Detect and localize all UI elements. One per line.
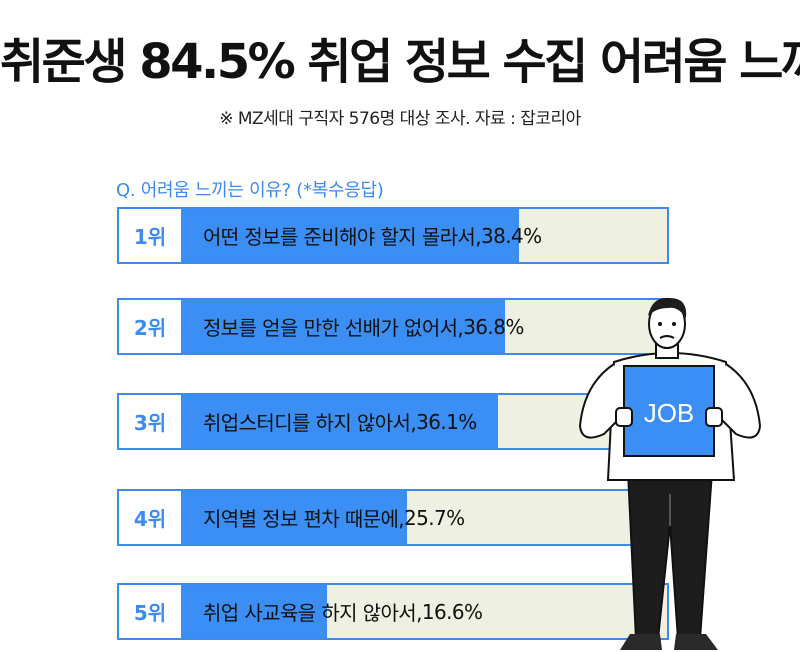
question-label: Q. 어려움 느끼는 이유? (*복수응답)	[116, 180, 384, 201]
page-title: 취준생 84.5% 취업 정보 수집 어려움 느껴	[0, 34, 800, 90]
rank-label: 3위	[119, 395, 181, 448]
value-label: 16.6%	[421, 599, 483, 624]
bar-label: 취업 사교육을 하지 않아서, 16.6%	[203, 585, 483, 638]
bar-label: 어떤 정보를 준비해야 할지 몰라서, 38.4%	[203, 209, 542, 262]
reason-text: 취업 사교육을 하지 않아서,	[203, 601, 422, 625]
bar	[181, 300, 505, 353]
rank-label: 4위	[119, 491, 181, 544]
bar-row: 1위 어떤 정보를 준비해야 할지 몰라서, 38.4%	[117, 207, 669, 264]
bar	[181, 585, 327, 638]
bar-label: 취업스터디를 하지 않아서, 36.1%	[203, 395, 477, 448]
bar	[181, 491, 407, 544]
bar	[181, 209, 519, 262]
bar-row: 3위 취업스터디를 하지 않아서, 36.1%	[117, 393, 669, 450]
bar-label: 정보를 얻을 만한 선배가 없어서, 36.8%	[203, 300, 524, 353]
page-subtitle: ※ MZ세대 구직자 576명 대상 조사. 자료 : 잡코리아	[219, 109, 581, 129]
bar	[181, 395, 498, 448]
value-label: 36.8%	[463, 314, 524, 339]
bar-row: 5위 취업 사교육을 하지 않아서, 16.6%	[117, 583, 669, 640]
rank-label: 5위	[119, 585, 181, 638]
reason-text: 정보를 얻을 만한 선배가 없어서,	[203, 316, 464, 340]
reason-text: 취업스터디를 하지 않아서,	[203, 411, 417, 435]
bar-label: 지역별 정보 편차 때문에, 25.7%	[203, 491, 465, 544]
bar-row: 4위 지역별 정보 편차 때문에, 25.7%	[117, 489, 669, 546]
value-label: 36.1%	[416, 409, 477, 434]
job-sign-text: JOB	[644, 398, 695, 428]
rank-label: 1위	[119, 209, 181, 262]
value-label: 38.4%	[481, 223, 542, 248]
reason-text: 어떤 정보를 준비해야 할지 몰라서,	[203, 225, 482, 249]
value-label: 25.7%	[404, 505, 465, 530]
job-seeker-illustration: JOB	[578, 297, 762, 650]
rank-label: 2위	[119, 300, 181, 353]
reason-text: 지역별 정보 편차 때문에,	[203, 507, 405, 531]
